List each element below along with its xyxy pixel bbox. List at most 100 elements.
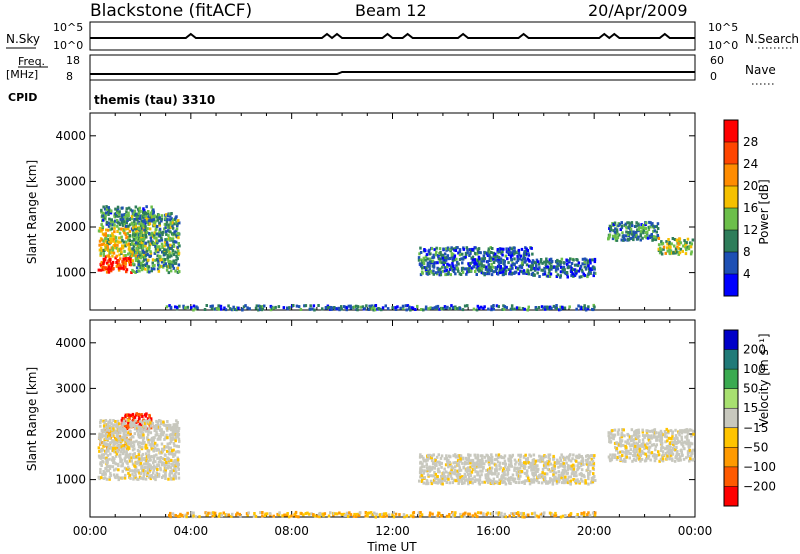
data-cell (538, 275, 541, 278)
data-cell (117, 475, 120, 479)
data-cell (173, 452, 177, 456)
data-cell (145, 459, 148, 463)
data-cell (556, 267, 560, 271)
data-cell (438, 247, 442, 251)
data-cell (150, 474, 153, 477)
data-cell (426, 453, 430, 457)
data-cell (568, 305, 571, 309)
data-cell (450, 467, 453, 471)
data-cell (581, 257, 585, 261)
data-cell (531, 252, 534, 256)
data-cell (440, 482, 443, 486)
data-cell (152, 456, 155, 460)
data-cell (675, 440, 678, 444)
data-cell (546, 462, 550, 466)
data-cell (589, 258, 592, 262)
x-tick-label: 12:00 (375, 524, 410, 538)
data-cell (334, 512, 337, 516)
y-tick-label: 1000 (55, 473, 86, 487)
data-cell (513, 262, 516, 266)
data-cell (509, 482, 512, 485)
data-cell (110, 246, 113, 250)
data-cell (575, 263, 578, 267)
data-cell (510, 263, 513, 267)
data-cell (592, 303, 595, 307)
data-cell (114, 476, 117, 480)
data-cell (244, 304, 247, 308)
data-cell (160, 428, 163, 432)
data-cell (261, 307, 265, 311)
data-cell (132, 226, 135, 230)
data-cell (485, 265, 488, 269)
data-cell (680, 438, 684, 442)
data-cell (236, 511, 239, 515)
data-cell (118, 213, 121, 216)
data-cell (160, 236, 163, 240)
data-cell (430, 482, 434, 486)
data-cell (138, 444, 141, 448)
data-cell (445, 481, 448, 484)
data-cell (111, 239, 115, 243)
data-cell (162, 430, 166, 434)
data-cell (156, 245, 159, 249)
data-cell (534, 464, 538, 468)
data-cell (222, 511, 225, 515)
data-cell (440, 257, 443, 261)
data-cell (427, 269, 430, 273)
data-cell (580, 473, 583, 476)
data-cell (615, 441, 618, 445)
data-cell (685, 430, 689, 434)
data-cell (138, 262, 141, 266)
data-cell (422, 459, 425, 463)
data-cell (532, 466, 536, 470)
data-cell (103, 258, 107, 262)
data-cell (174, 305, 177, 309)
data-cell (130, 227, 134, 231)
data-cell (160, 214, 164, 218)
data-cell (576, 264, 580, 268)
data-cell (590, 457, 594, 461)
data-cell (502, 461, 505, 465)
data-cell (174, 423, 177, 427)
data-cell (523, 482, 526, 485)
data-cell (610, 458, 613, 462)
data-cell (572, 274, 575, 278)
data-cell (119, 453, 122, 457)
data-cell (162, 420, 165, 424)
data-cell (486, 473, 490, 477)
data-cell (167, 229, 170, 233)
data-cell (133, 440, 136, 444)
colorbar-swatch (724, 120, 738, 142)
data-cell (480, 267, 484, 271)
data-cell (563, 456, 567, 460)
data-cell (159, 468, 162, 472)
data-cell (534, 459, 538, 463)
data-cell (125, 224, 128, 228)
data-cell (252, 514, 256, 518)
data-cell (615, 447, 619, 450)
data-cell (150, 445, 153, 449)
data-cell (534, 306, 538, 309)
data-cell (669, 451, 672, 455)
data-cell (648, 440, 652, 444)
data-cell (532, 480, 536, 484)
data-cell (454, 267, 458, 271)
data-cell (138, 416, 141, 420)
data-cell (112, 251, 116, 255)
data-cell (165, 426, 168, 430)
data-cell (165, 248, 168, 252)
data-cell (461, 461, 464, 465)
data-cell (153, 475, 156, 479)
data-cell (502, 273, 505, 276)
data-cell (227, 513, 230, 517)
data-cell (479, 305, 483, 309)
data-cell (220, 307, 223, 311)
data-cell (152, 438, 155, 442)
data-cell (466, 479, 470, 483)
data-cell (661, 459, 665, 463)
data-cell (613, 428, 617, 432)
data-cell (665, 435, 668, 439)
data-cell (636, 453, 640, 457)
data-cell (617, 224, 620, 227)
data-cell (153, 464, 156, 468)
